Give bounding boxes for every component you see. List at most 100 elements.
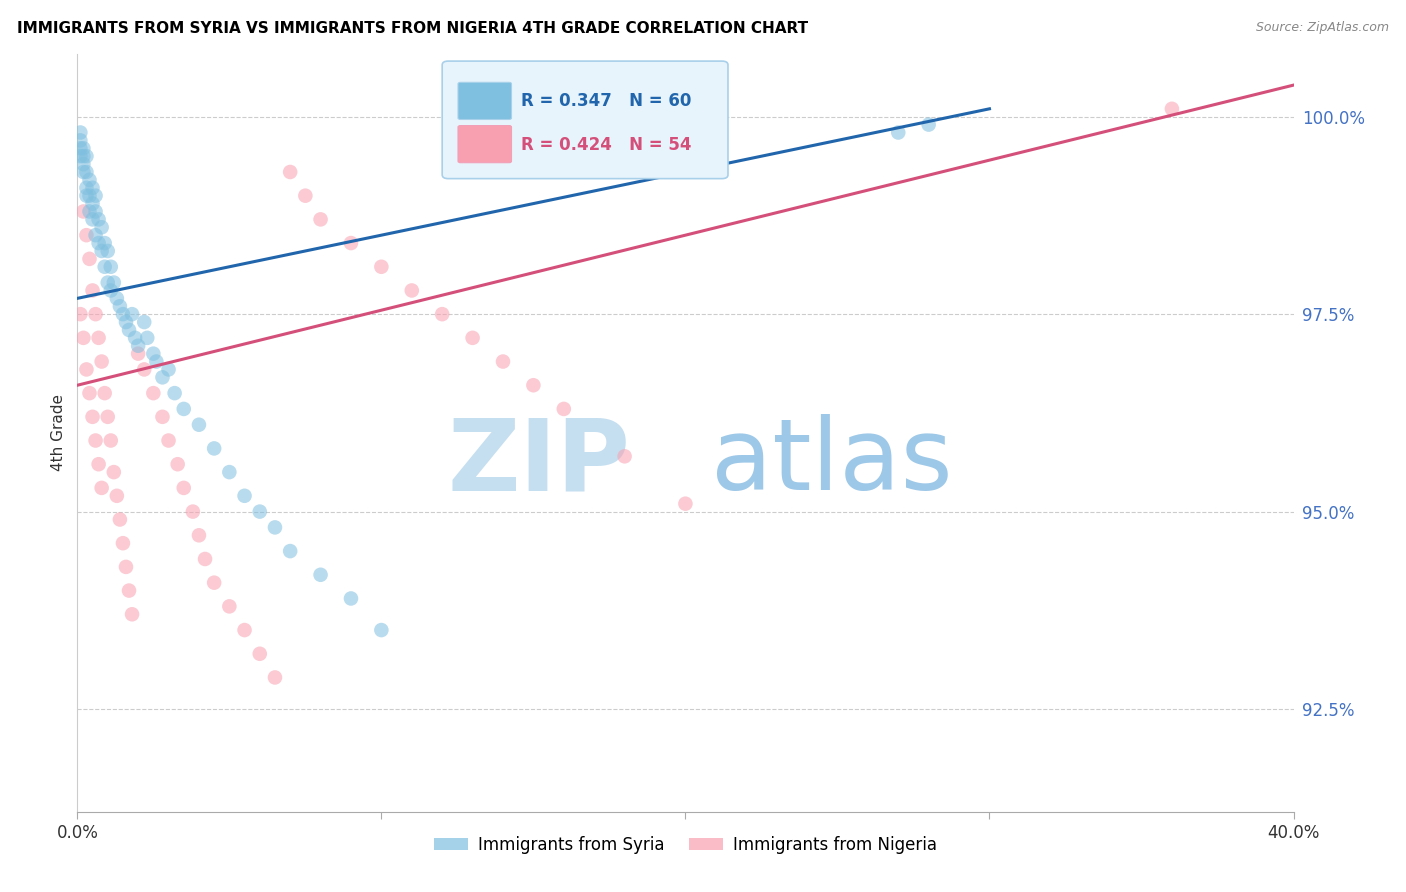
Point [75, 362, 97, 376]
Point [430, 307, 453, 321]
Point [202, 575, 225, 590]
Point [87, 235, 110, 250]
Point [492, 354, 515, 368]
Point [166, 457, 188, 471]
Point [82, 284, 104, 298]
Point [97, 244, 120, 258]
Point [134, 315, 156, 329]
Text: atlas: atlas [710, 415, 952, 511]
Point [1161, 102, 1184, 116]
Point [340, 235, 363, 250]
Point [461, 331, 484, 345]
Point [370, 623, 392, 637]
Point [105, 489, 128, 503]
Point [264, 520, 287, 534]
FancyBboxPatch shape [458, 126, 512, 162]
Point [84, 307, 107, 321]
Point [118, 323, 141, 337]
Point [82, 181, 104, 195]
Point [278, 165, 301, 179]
Point [173, 401, 195, 416]
Point [87, 212, 110, 227]
Point [87, 331, 110, 345]
Point [82, 196, 104, 211]
Point [84, 228, 107, 243]
Point [142, 346, 165, 360]
Point [108, 512, 131, 526]
Point [72, 149, 94, 163]
Y-axis label: 4th Grade: 4th Grade [51, 394, 66, 471]
FancyBboxPatch shape [458, 82, 512, 120]
Point [79, 188, 101, 202]
Point [181, 505, 204, 519]
Text: Source: ZipAtlas.com: Source: ZipAtlas.com [1256, 21, 1389, 34]
Point [84, 188, 107, 202]
Point [188, 417, 211, 432]
Point [121, 607, 143, 622]
Point [79, 386, 101, 401]
Point [103, 465, 125, 479]
Point [108, 299, 131, 313]
Point [127, 346, 149, 360]
Point [69, 133, 91, 147]
Point [127, 339, 149, 353]
Point [90, 220, 112, 235]
Point [218, 599, 240, 614]
Point [145, 354, 167, 368]
Point [111, 307, 134, 321]
Point [294, 188, 316, 202]
Point [152, 409, 174, 424]
FancyBboxPatch shape [441, 62, 728, 178]
Text: ZIP: ZIP [449, 415, 631, 511]
Point [194, 552, 217, 566]
Point [249, 505, 271, 519]
Point [142, 386, 165, 401]
Point [69, 149, 91, 163]
Point [115, 560, 138, 574]
Point [163, 386, 186, 401]
Point [233, 489, 256, 503]
Point [278, 544, 301, 558]
Point [69, 141, 91, 155]
Point [75, 149, 97, 163]
Point [69, 126, 91, 140]
Point [264, 670, 287, 684]
Point [218, 465, 240, 479]
Point [134, 362, 156, 376]
Point [309, 212, 332, 227]
Point [79, 204, 101, 219]
Point [82, 409, 104, 424]
Point [157, 434, 180, 448]
Point [100, 284, 122, 298]
Point [75, 165, 97, 179]
Point [79, 252, 101, 266]
Legend: Immigrants from Syria, Immigrants from Nigeria: Immigrants from Syria, Immigrants from N… [427, 829, 943, 860]
Point [401, 284, 423, 298]
Point [157, 362, 180, 376]
Point [72, 204, 94, 219]
Point [370, 260, 392, 274]
Point [90, 244, 112, 258]
Point [121, 307, 143, 321]
Point [124, 331, 146, 345]
Point [173, 481, 195, 495]
Text: R = 0.424   N = 54: R = 0.424 N = 54 [522, 136, 692, 153]
Point [93, 235, 115, 250]
Point [72, 157, 94, 171]
Point [111, 536, 134, 550]
Point [136, 331, 159, 345]
Point [75, 188, 97, 202]
Point [118, 583, 141, 598]
Point [69, 307, 91, 321]
Point [75, 181, 97, 195]
Point [90, 481, 112, 495]
Point [84, 434, 107, 448]
Point [202, 442, 225, 456]
Point [75, 228, 97, 243]
Point [340, 591, 363, 606]
Point [675, 497, 697, 511]
Point [84, 204, 107, 219]
Point [887, 126, 910, 140]
Point [152, 370, 174, 384]
Point [97, 409, 120, 424]
